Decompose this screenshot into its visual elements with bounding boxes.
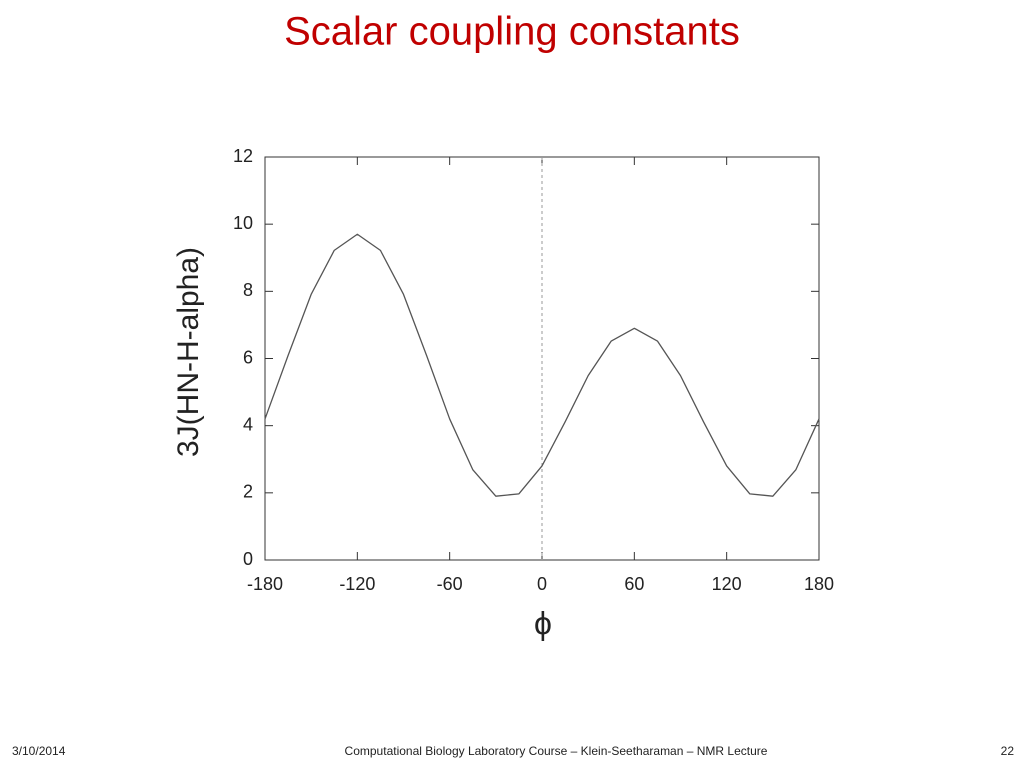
y-axis-label: 3J(HN-H-alpha) [172,247,205,457]
y-tick-label: 8 [243,280,253,300]
y-tick-label: 2 [243,482,253,502]
x-tick-label: 0 [537,574,547,594]
y-tick-label: 12 [233,146,253,166]
x-tick-label: -180 [247,574,283,594]
y-tick-label: 6 [243,347,253,367]
data-line [264,233,820,497]
x-axis-label: ϕ [534,605,552,641]
footer-date: 3/10/2014 [12,744,66,758]
footer-text: Computational Biology Laboratory Course … [345,744,768,758]
y-tick-label: 0 [243,549,253,569]
x-tick-label: 120 [712,574,742,594]
y-tick-label: 10 [233,213,253,233]
y-tick-label: 4 [243,414,253,434]
x-tick-label: 180 [804,574,834,594]
slide-title: Scalar coupling constants [284,10,740,54]
footer-page: 22 [1001,744,1015,758]
x-tick-label: 60 [624,574,644,594]
x-tick-label: -120 [339,574,375,594]
x-tick-label: -60 [437,574,463,594]
